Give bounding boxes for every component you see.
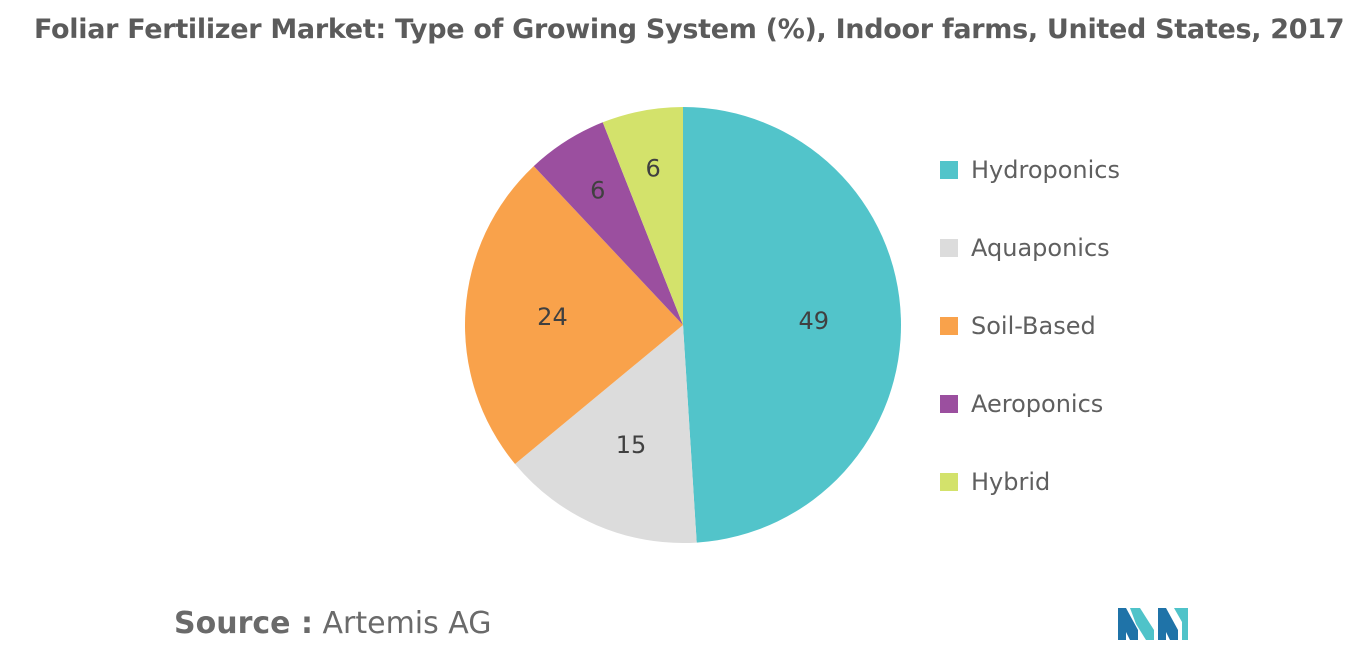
legend-swatch — [940, 473, 958, 491]
legend-item-hydroponics: Hydroponics — [940, 150, 1120, 190]
pie-slice-hydroponics — [683, 107, 901, 543]
source-note: Source : Artemis AG — [174, 606, 492, 641]
legend-swatch — [940, 239, 958, 257]
data-label-soil-based: 24 — [537, 303, 568, 331]
legend-swatch — [940, 161, 958, 179]
source-label: Source : — [174, 606, 313, 641]
legend-label: Aeroponics — [971, 390, 1104, 418]
legend-label: Hydroponics — [971, 156, 1121, 184]
logo-right-stroke — [1158, 608, 1178, 640]
data-label-hydroponics: 49 — [798, 307, 829, 335]
logo-right-bar — [1174, 608, 1188, 640]
data-label-hybrid: 6 — [646, 155, 661, 183]
logo-mid-stroke — [1130, 608, 1154, 640]
legend-label: Soil-Based — [971, 312, 1096, 340]
legend-label: Hybrid — [971, 468, 1051, 496]
pie-slice-soil-based — [465, 166, 683, 464]
legend-swatch — [940, 317, 958, 335]
legend-item-soil-based: Soil-Based — [940, 306, 1120, 346]
mordor-intelligence-logo-icon — [1118, 608, 1188, 640]
legend-label: Aquaponics — [971, 234, 1110, 262]
chart-title: Foliar Fertilizer Market: Type of Growin… — [34, 14, 1345, 45]
legend-item-aeroponics: Aeroponics — [940, 384, 1120, 424]
pie-data-labels: 49 15 24 6 6 — [537, 155, 829, 459]
pie-slice-aeroponics — [533, 122, 683, 326]
source-value: Artemis AG — [322, 606, 492, 641]
pie-slice-aquaponics — [515, 325, 697, 543]
legend-swatch — [940, 395, 958, 413]
legend-item-hybrid: Hybrid — [940, 462, 1120, 502]
legend-item-aquaponics: Aquaponics — [940, 228, 1120, 268]
data-label-aeroponics: 6 — [590, 177, 605, 205]
logo-left-stroke — [1118, 608, 1138, 640]
data-label-aquaponics: 15 — [616, 431, 647, 459]
chart-legend: Hydroponics Aquaponics Soil-Based Aeroponic… — [940, 150, 1120, 540]
pie-slice-hybrid — [602, 107, 683, 325]
pie-slices — [465, 107, 901, 543]
